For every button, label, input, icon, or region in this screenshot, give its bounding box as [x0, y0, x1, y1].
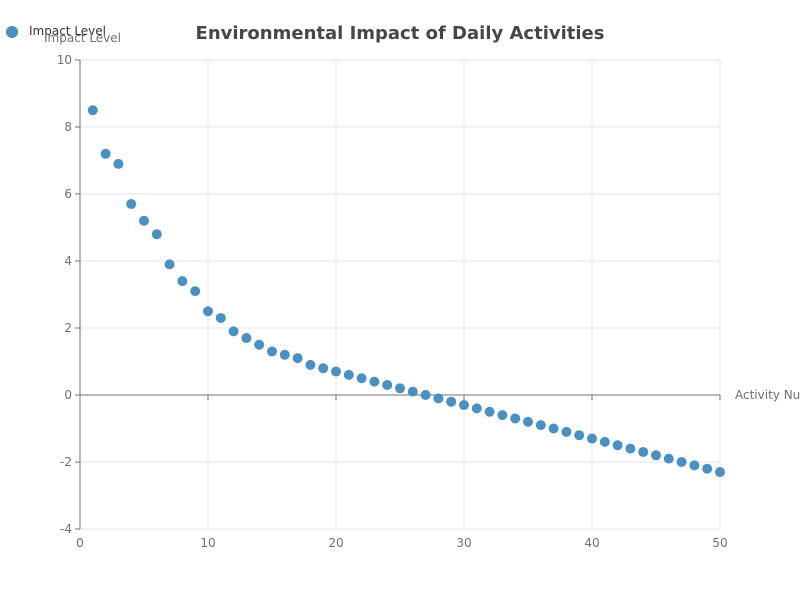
data-point[interactable]	[625, 443, 636, 454]
data-point[interactable]	[574, 430, 585, 441]
data-point[interactable]	[177, 276, 188, 287]
data-point[interactable]	[561, 426, 572, 437]
tick-labels: -4 -2 0 2 4 6 8 10 0 10 20 30 40 50	[57, 53, 728, 550]
y-tick-label: 6	[64, 187, 72, 201]
x-axis-label: Activity Number	[735, 388, 800, 402]
x-tick-label: 40	[584, 536, 599, 550]
data-point[interactable]	[407, 386, 418, 397]
y-tick-label: 8	[64, 120, 72, 134]
data-point[interactable]	[446, 396, 457, 407]
data-point[interactable]	[87, 105, 98, 116]
data-point[interactable]	[484, 406, 495, 417]
data-point[interactable]	[151, 229, 162, 240]
x-tick-label: 20	[328, 536, 343, 550]
data-point[interactable]	[638, 446, 649, 457]
data-point[interactable]	[369, 376, 380, 387]
data-point[interactable]	[292, 353, 303, 364]
axis-layer	[75, 59, 721, 530]
y-tick-label: 4	[64, 254, 72, 268]
data-point[interactable]	[523, 416, 533, 427]
data-point[interactable]	[228, 326, 239, 337]
data-point[interactable]	[651, 450, 661, 461]
data-point[interactable]	[471, 403, 482, 414]
data-point[interactable]	[433, 393, 444, 404]
data-point[interactable]	[164, 259, 175, 270]
data-point[interactable]	[241, 333, 252, 344]
data-point[interactable]	[267, 346, 277, 357]
data-point[interactable]	[689, 460, 700, 471]
chart-title: Environmental Impact of Daily Activities	[196, 23, 605, 44]
y-tick-label: -2	[60, 455, 72, 469]
x-tick-label: 10	[200, 536, 215, 550]
data-point[interactable]	[343, 369, 354, 380]
data-point[interactable]	[215, 312, 226, 323]
data-point[interactable]	[331, 366, 341, 377]
legend-label: Impact Level	[29, 24, 106, 38]
data-point[interactable]	[420, 390, 431, 400]
x-tick-label: 30	[456, 536, 471, 550]
data-point[interactable]	[676, 457, 687, 467]
data-point[interactable]	[510, 413, 521, 424]
y-tick-label: 10	[57, 53, 72, 67]
x-tick-label: 0	[76, 536, 84, 550]
data-point[interactable]	[587, 433, 597, 444]
data-point[interactable]	[126, 199, 137, 210]
data-point[interactable]	[612, 440, 623, 451]
legend-marker	[6, 26, 18, 38]
data-point[interactable]	[139, 215, 149, 226]
data-point[interactable]	[100, 148, 111, 159]
data-point[interactable]	[459, 400, 469, 411]
data-point[interactable]	[254, 339, 265, 350]
grid-layer	[80, 59, 721, 530]
data-point[interactable]	[190, 286, 201, 297]
data-points	[87, 105, 725, 478]
data-point[interactable]	[599, 436, 610, 447]
data-point[interactable]	[535, 420, 546, 431]
data-point[interactable]	[715, 467, 725, 478]
y-tick-label: -4	[60, 522, 72, 536]
data-point[interactable]	[382, 379, 393, 390]
legend[interactable]: Impact Level	[6, 24, 106, 38]
data-point[interactable]	[702, 463, 713, 474]
data-point[interactable]	[203, 306, 213, 317]
data-point[interactable]	[318, 363, 329, 374]
x-tick-label: 50	[712, 536, 727, 550]
data-point[interactable]	[356, 373, 367, 384]
data-point[interactable]	[113, 158, 124, 169]
data-point[interactable]	[663, 453, 674, 464]
y-tick-label: 2	[64, 321, 72, 335]
y-axis-label: Impact Level	[44, 31, 121, 45]
data-point[interactable]	[497, 410, 508, 421]
y-tick-label: 0	[64, 388, 72, 402]
data-point[interactable]	[279, 349, 290, 360]
data-point[interactable]	[305, 359, 316, 370]
data-point[interactable]	[395, 383, 405, 394]
data-point[interactable]	[548, 423, 559, 434]
